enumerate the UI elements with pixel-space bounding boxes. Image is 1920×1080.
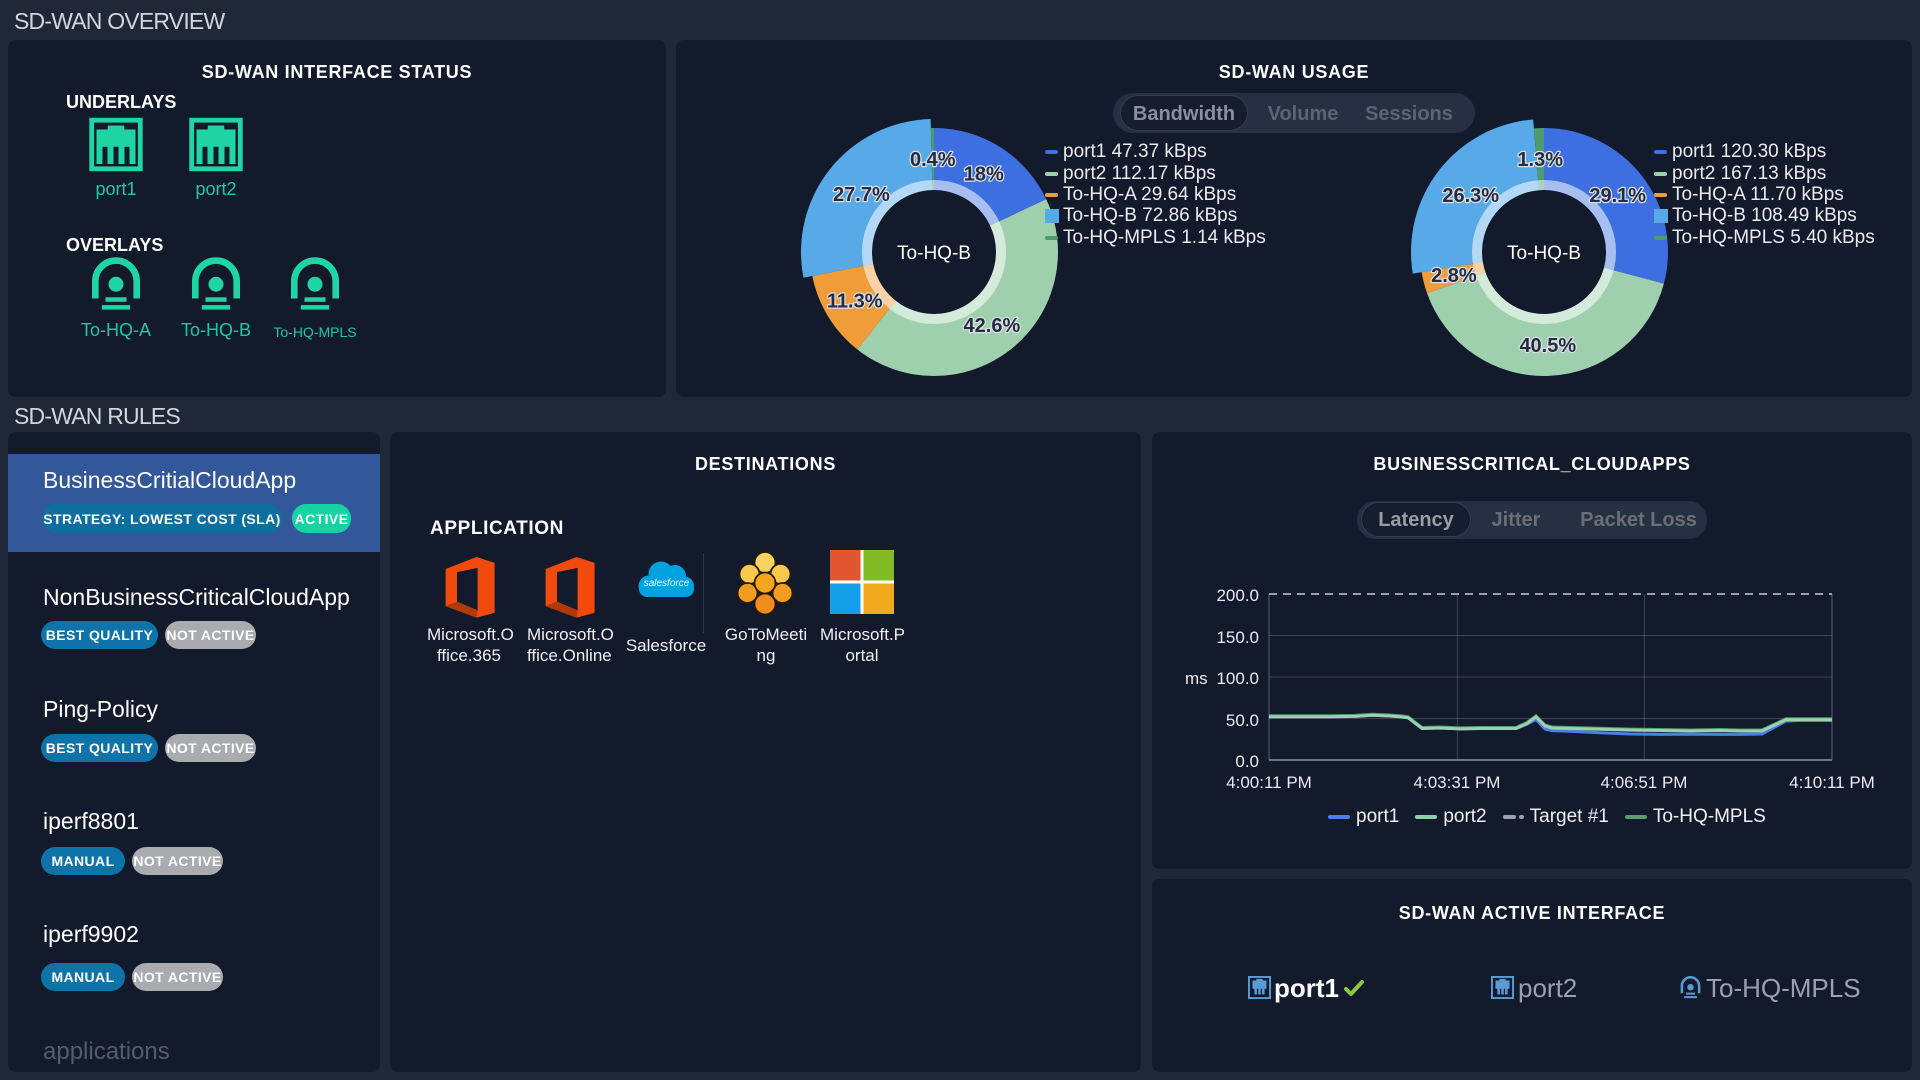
svg-text:1.3%: 1.3% bbox=[1517, 149, 1563, 171]
svg-text:27.7%: 27.7% bbox=[833, 184, 890, 206]
svg-text:29.1%: 29.1% bbox=[1589, 185, 1646, 207]
svg-text:26.3%: 26.3% bbox=[1442, 185, 1499, 207]
svg-text:To-HQ-B: To-HQ-B bbox=[897, 243, 971, 264]
svg-text:To-HQ-B: To-HQ-B bbox=[1507, 243, 1581, 264]
svg-text:40.5%: 40.5% bbox=[1519, 335, 1576, 357]
svg-text:0.4%: 0.4% bbox=[910, 149, 956, 171]
svg-text:11.3%: 11.3% bbox=[827, 291, 883, 313]
svg-text:salesforce: salesforce bbox=[644, 578, 690, 589]
svg-text:42.6%: 42.6% bbox=[964, 315, 1021, 337]
svg-text:18%: 18% bbox=[964, 164, 1004, 186]
svg-text:2.8%: 2.8% bbox=[1431, 265, 1477, 287]
